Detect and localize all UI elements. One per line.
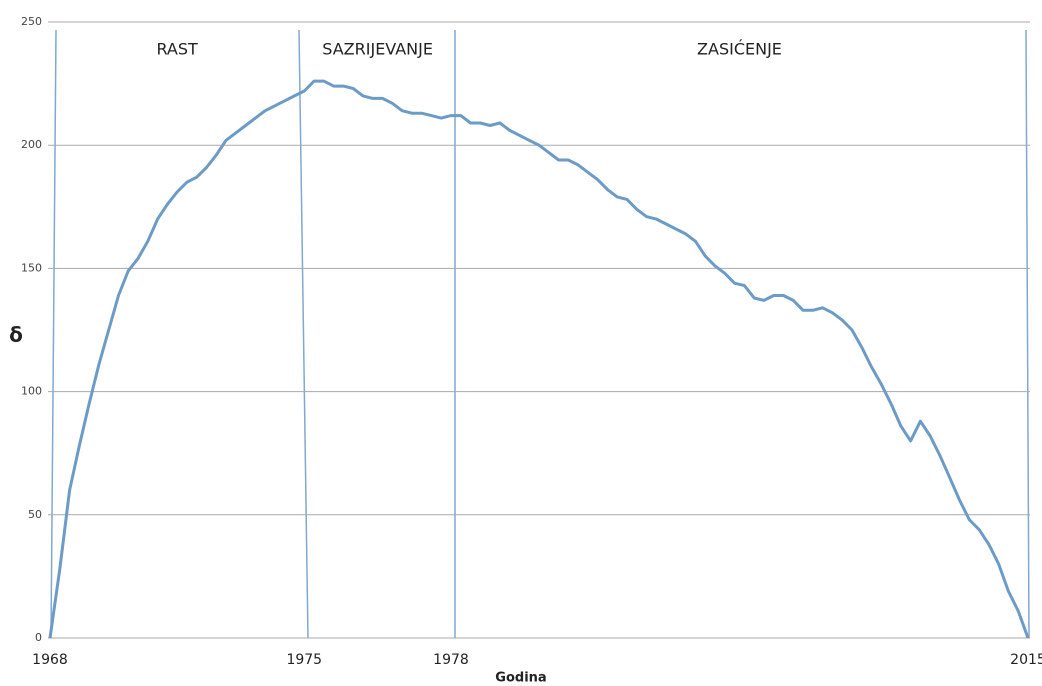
phase-line [1025,29,1030,639]
x-tick-label: 1968 [32,652,68,668]
x-axis-label: Godina [495,671,546,686]
y-tick-label: 250 [21,15,42,28]
y-axis-label: δ [9,323,23,347]
phase-line [298,29,309,639]
y-tick-label: 0 [35,631,42,644]
phase-label: SAZRIJEVANJE [322,40,433,59]
x-tick-label: 1978 [433,652,469,668]
phase-label: RAST [156,40,198,59]
data-line [48,79,1030,639]
phase-line [50,29,57,639]
phase-label: ZASIĆENJE [697,40,782,59]
y-tick-label: 150 [21,261,42,274]
y-tick-label: 200 [21,138,42,151]
y-tick-label: 100 [21,385,42,398]
x-tick-label: 2015 [1010,652,1042,668]
y-tick-label: 50 [28,508,42,521]
phase-lines [50,29,1030,639]
x-tick-label: 1975 [286,652,322,668]
